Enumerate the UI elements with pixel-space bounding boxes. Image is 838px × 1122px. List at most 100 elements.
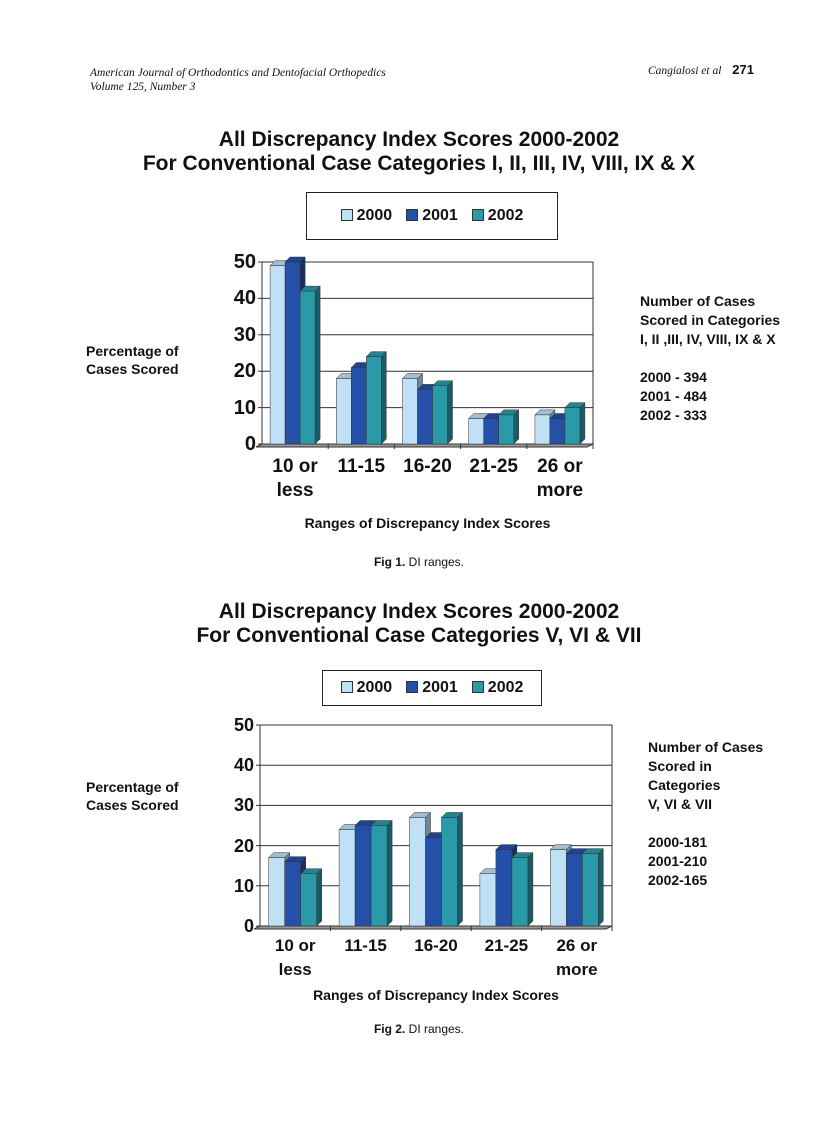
bar-2002 [498, 409, 520, 445]
bar-2002 [370, 819, 393, 927]
case-count-note: Number of Cases Scored in Categories V, VI … [648, 738, 763, 890]
volume-info: Volume 125, Number 3 [90, 81, 196, 93]
x-tick-label-line2 [401, 958, 471, 982]
note-line: Categories [648, 777, 721, 793]
bar-2002 [300, 868, 323, 927]
y-tick-label: 20 [233, 835, 254, 856]
chart-floor [253, 925, 613, 930]
bar-2002 [564, 401, 586, 445]
x-axis-label: Ranges of Discrepancy Index Scores [313, 987, 559, 1003]
x-tick-label: 10 or less [260, 934, 330, 982]
caption-label: Fig 1. [373, 555, 406, 569]
journal-name: American Journal of Orthodontics and Den… [90, 67, 386, 79]
note-line: V, VI & VII [648, 796, 713, 812]
legend-swatch [340, 681, 353, 693]
bar-2002 [365, 351, 387, 445]
y-tick-label: 10 [233, 396, 256, 419]
note-line: Scored in [648, 758, 712, 774]
x-axis-label: Ranges of Discrepancy Index Scores [304, 515, 551, 531]
x-tick-label: 26 or more [527, 455, 593, 503]
legend: 2000 2001 2002 [322, 670, 542, 706]
legend-label: 2000 [356, 207, 393, 224]
x-tick-label-line2 [471, 958, 541, 982]
x-tick-label-line1: 16-20 [414, 936, 458, 955]
note-line: Number of Cases [640, 293, 756, 309]
x-tick-label-line2: less [276, 480, 314, 501]
authors: Cangialosi et al [647, 65, 722, 77]
bar-2002 [581, 848, 604, 927]
caption-text: DI ranges. [405, 1022, 465, 1036]
figure-caption: Fig 1. DI ranges. [0, 555, 838, 569]
y-tick-label: 0 [243, 916, 254, 936]
legend-item: 2001 [406, 207, 458, 225]
y-axis-label-line2: Cases Scored [86, 797, 179, 813]
x-tick-label: 21-25 [471, 934, 541, 982]
legend-swatch [471, 681, 484, 693]
case-count-note: Number of Cases Scored in Categories I, II… [640, 292, 780, 425]
y-tick-label: 30 [233, 323, 256, 346]
x-tick-label: 21-25 [461, 455, 527, 503]
legend-swatch [340, 209, 353, 221]
page-number: 271 [732, 62, 754, 77]
legend-item: 2002 [471, 207, 524, 225]
legend-label: 2002 [487, 679, 524, 696]
x-tick-label-line1: 10 or [274, 936, 316, 955]
y-tick-label: 30 [233, 795, 254, 816]
legend-item: 2002 [471, 679, 524, 697]
chart-title: All Discrepancy Index Scores 2000-2002 Fo… [0, 128, 838, 176]
y-tick-label: 0 [244, 433, 256, 455]
chart-title: All Discrepancy Index Scores 2000-2002 Fo… [0, 600, 838, 648]
x-tick-label: 11-15 [328, 455, 394, 503]
note-line: 2002 - 333 [640, 407, 707, 423]
note-line: 2000-181 [648, 834, 708, 850]
running-header-right: Cangialosi et al 271 [648, 63, 754, 78]
x-tick-label: 16-20 [401, 934, 471, 982]
x-tick-label: 10 or less [262, 455, 328, 503]
chart-title-line1: All Discrepancy Index Scores 2000-2002 [218, 600, 620, 623]
chart-title-line1: All Discrepancy Index Scores 2000-2002 [218, 128, 620, 151]
legend-swatch [406, 209, 419, 221]
x-tick-label-line1: 16-20 [403, 456, 452, 477]
note-line: 2001 - 484 [640, 388, 707, 404]
legend-swatch [406, 681, 419, 693]
x-tick-label-line1: 11-15 [337, 456, 386, 477]
y-axis-label-line1: Percentage of [86, 779, 179, 795]
x-tick-label-line2: more [556, 960, 598, 979]
bar-2002 [440, 811, 464, 927]
legend-swatch [471, 209, 484, 221]
legend-label: 2000 [356, 679, 393, 696]
legend-label: 2001 [422, 207, 458, 224]
bar-2002 [299, 285, 321, 445]
x-tick-label-line1: 21-25 [484, 936, 529, 955]
bar-2002 [511, 852, 534, 927]
y-tick-label: 10 [233, 875, 254, 896]
chart-title-line2: For Conventional Case Categories I, II, … [142, 152, 696, 175]
y-tick-label: 40 [233, 287, 256, 310]
x-tick-label: 26 or more [542, 934, 612, 982]
y-axis-label-line1: Percentage of [86, 343, 179, 359]
x-tick-label: 16-20 [394, 455, 460, 503]
x-tick-label: 11-15 [330, 934, 400, 982]
x-tick-label-line2: more [536, 480, 584, 501]
legend-item: 2000 [340, 207, 393, 225]
x-tick-label-line1: 26 or [537, 456, 583, 477]
caption-label: Fig 2. [373, 1022, 406, 1036]
legend-label: 2001 [422, 679, 458, 696]
running-header-left: American Journal of Orthodontics and Den… [90, 66, 386, 94]
x-tick-label-line2 [330, 958, 400, 982]
note-line: Scored in Categories [640, 312, 781, 328]
y-tick-label: 40 [233, 755, 254, 776]
bar-2002 [431, 380, 454, 445]
note-line: 2002-165 [648, 872, 708, 888]
y-tick-label: 50 [233, 715, 254, 735]
x-tick-label-line1: 10 or [272, 456, 318, 477]
note-line: Number of Cases [648, 739, 764, 755]
legend-label: 2002 [487, 207, 524, 224]
note-line: 2001-210 [648, 853, 708, 869]
caption-text: DI ranges. [405, 555, 465, 569]
y-axis-label: Percentage of Cases Scored [86, 342, 179, 378]
y-tick-label: 50 [233, 251, 256, 273]
